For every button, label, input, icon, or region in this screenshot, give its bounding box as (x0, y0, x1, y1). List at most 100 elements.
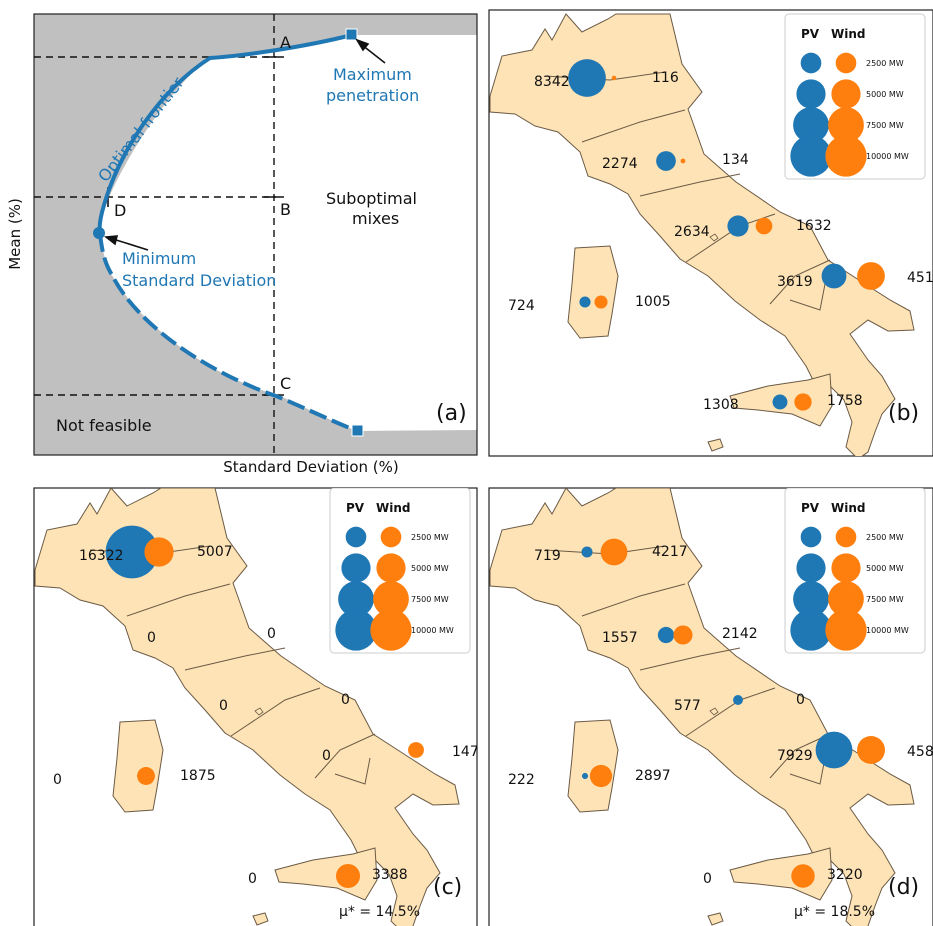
legend-pv-swatch (341, 553, 371, 583)
wind-bubble-sicily (335, 863, 361, 889)
legend-size-label: 7500 MW (866, 595, 904, 604)
legend-wind-swatch (831, 553, 861, 583)
pv-value-sicily: 0 (248, 871, 257, 887)
legend-size-label: 10000 MW (866, 626, 909, 635)
legend-wind-swatch (835, 52, 857, 74)
panel-b: 8342 116 2274 134 2634 1632 3619 4518 724 1005 130… (488, 9, 933, 457)
wind-value-sicily: 3220 (827, 867, 863, 883)
legend-pv-swatch (793, 107, 829, 143)
legend-size-label: 10000 MW (411, 626, 454, 635)
wind-bubble-centre-north (673, 625, 693, 645)
pv-value-centre-north: 2274 (602, 156, 638, 172)
pv-value-north: 8342 (534, 74, 570, 90)
pv-bubble-sardinia (581, 772, 589, 780)
wind-value-north: 116 (652, 70, 679, 86)
panel-a-label: (a) (436, 401, 467, 426)
pv-bubble-south (821, 263, 847, 289)
wind-value-south: 4518 (907, 270, 933, 286)
wind-value-sicily: 1758 (827, 393, 863, 409)
pv-bubble-centre-south (733, 695, 743, 705)
legend-wind-header: Wind (831, 27, 865, 41)
wind-value-sardinia: 2897 (635, 768, 671, 784)
suboptimal-frontier-line (98, 233, 359, 433)
wind-value-sicily: 3388 (372, 867, 408, 883)
pv-bubble-north (581, 546, 593, 558)
pv-bubble-centre-south (727, 215, 749, 237)
legend-size-label: 2500 MW (866, 59, 904, 68)
optimal-frontier-line (97, 33, 353, 235)
pv-value-north: 16322 (79, 548, 124, 564)
legend-pv-swatch (796, 553, 826, 583)
wind-bubble-north (600, 538, 628, 566)
legend-wind-swatch (370, 609, 412, 651)
pv-bubble-sicily (772, 394, 788, 410)
legend-pv-header: PV (801, 501, 820, 515)
legend-wind-swatch (380, 526, 402, 548)
pv-value-centre-south: 2634 (674, 224, 710, 240)
wind-bubble-south (857, 736, 885, 764)
legend-pv-header: PV (801, 27, 820, 41)
legend-size-label: 7500 MW (866, 121, 904, 130)
wind-value-sardinia: 1875 (180, 768, 216, 784)
wind-bubble-sardinia (589, 764, 613, 788)
legend-size-label: 7500 MW (411, 595, 449, 604)
pv-bubble-south (815, 731, 853, 769)
mu-label: μ* = 18.5% (794, 904, 875, 920)
pv-value-sicily: 0 (703, 871, 712, 887)
pv-bubble-centre-north (657, 626, 675, 644)
wind-value-sardinia: 1005 (635, 294, 671, 310)
pv-value-north: 719 (534, 548, 561, 564)
wind-value-centre-north: 2142 (722, 626, 758, 642)
legend-pv-swatch (345, 526, 367, 548)
legend-pv-swatch (800, 526, 822, 548)
legend-size-label: 2500 MW (866, 533, 904, 542)
legend-pv-swatch (796, 79, 826, 109)
legend-pv-swatch (800, 52, 822, 74)
legend-pv-swatch (793, 581, 829, 617)
point-d-label: D (114, 201, 126, 220)
end-marker (351, 424, 364, 437)
wind-value-centre-north: 134 (722, 152, 749, 168)
mu-label: μ* = 14.5% (339, 904, 420, 920)
legend-pv-swatch (338, 581, 374, 617)
panel-b-label: (b) (888, 401, 919, 426)
wind-value-centre-north: 0 (267, 626, 276, 642)
legend-wind-header: Wind (831, 501, 865, 515)
legend-pv-header: PV (346, 501, 365, 515)
panel-a: A B C D Maximum penetration Minimum Stan… (6, 13, 478, 476)
legend-size-label: 5000 MW (866, 90, 904, 99)
legend-wind-swatch (825, 135, 867, 177)
wind-bubble-centre-south (755, 217, 773, 235)
wind-value-south: 4583 (907, 744, 933, 760)
pv-value-sardinia: 222 (508, 772, 535, 788)
legend-size-label: 5000 MW (866, 564, 904, 573)
pv-value-centre-south: 577 (674, 698, 701, 714)
legend-wind-swatch (373, 581, 409, 617)
suboptimal-label-2: mixes (352, 209, 399, 228)
min-sd-label-1: Minimum (122, 249, 196, 268)
pv-bubble-sardinia (579, 296, 591, 308)
legend-size-label: 2500 MW (411, 533, 449, 542)
legend-wind-swatch (835, 526, 857, 548)
wind-bubble-sicily (794, 393, 812, 411)
panel-c-label: (c) (433, 875, 462, 900)
pv-value-sicily: 1308 (703, 397, 739, 413)
wind-bubble-sardinia (594, 295, 608, 309)
max-penetration-marker (345, 28, 358, 41)
wind-bubble-south (857, 262, 885, 290)
not-feasible-label: Not feasible (56, 416, 152, 435)
panel-a-frame (33, 13, 478, 456)
wind-value-north: 5007 (197, 544, 233, 560)
wind-bubble-north (611, 75, 617, 81)
legend-wind-swatch (376, 553, 406, 583)
pv-bubble-north (105, 525, 159, 579)
max-penetration-label-1: Maximum (333, 65, 412, 84)
legend-wind-swatch (828, 581, 864, 617)
panel-d: 719 4217 1557 2142 577 0 7929 4583 222 2897 0 3220 (… (488, 487, 933, 926)
pv-value-south: 3619 (777, 274, 813, 290)
legend-size-label: 10000 MW (866, 152, 909, 161)
wind-bubble-south (408, 742, 424, 758)
wind-value-centre-south: 0 (341, 692, 350, 708)
wind-bubble-sicily (791, 864, 815, 888)
